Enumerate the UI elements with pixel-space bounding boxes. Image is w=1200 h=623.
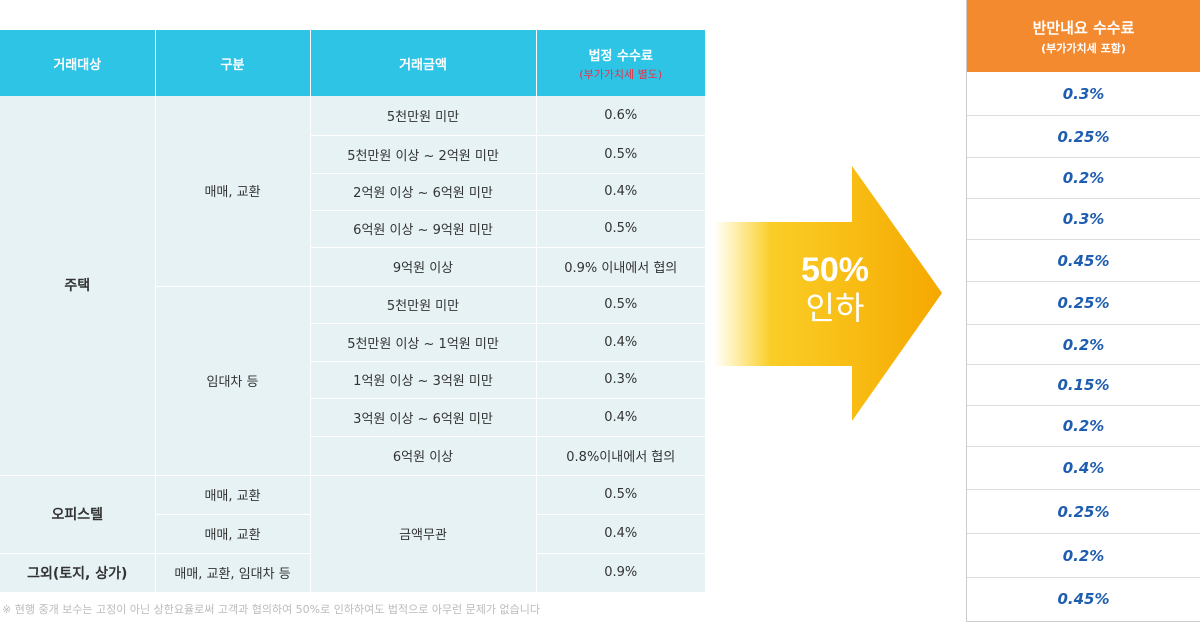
amount-cell: 6억원 이상 xyxy=(310,436,537,476)
half-fee-value: 0.25% xyxy=(967,490,1200,534)
table-row: 3억원 이상 ~ 6억원 미만 0.4% xyxy=(0,398,705,437)
amount-cell: 1억원 이상 ~ 3억원 미만 xyxy=(310,361,537,399)
half-fee-value: 0.2% xyxy=(967,325,1200,365)
category-cell: 매매, 교환 xyxy=(155,514,311,554)
fee-cell: 0.5% xyxy=(536,286,705,324)
group-officetel: 오피스텔 xyxy=(0,475,156,554)
header-amount: 거래금액 xyxy=(310,30,537,96)
amount-cell: 9억원 이상 xyxy=(310,247,537,287)
amount-cell: 2억원 이상 ~ 6억원 미만 xyxy=(310,173,537,211)
amount-cell: 3억원 이상 ~ 6억원 미만 xyxy=(310,398,537,437)
table-row: 오피스텔 매매, 교환 금액무관 0.5% xyxy=(0,475,705,593)
half-fee-value: 0.3% xyxy=(967,72,1200,116)
group-house: 주택 xyxy=(0,96,156,476)
half-fee-subtitle: (부가가치세 포함) xyxy=(1041,41,1126,55)
discount-arrow: 50% 인하 xyxy=(714,166,942,421)
fee-cell: 0.4% xyxy=(536,514,705,554)
half-fee-value: 0.25% xyxy=(967,116,1200,158)
fee-cell: 0.5% xyxy=(536,475,705,515)
half-fee-value: 0.45% xyxy=(1057,590,1110,608)
amount-any-cell: 금액무관 xyxy=(310,475,537,593)
amount-cell: 5천만원 미만 xyxy=(310,96,537,136)
fee-cell: 0.4% xyxy=(536,173,705,211)
arrow-icon xyxy=(714,166,942,421)
half-fee-value: 0.45% xyxy=(967,240,1200,282)
fee-cell: 0.6% xyxy=(536,96,705,136)
half-fee-value: 0.25% xyxy=(967,282,1200,325)
fee-cell: 0.4% xyxy=(536,323,705,362)
header-category: 구분 xyxy=(155,30,311,96)
arrow-word: 인하 xyxy=(805,290,865,326)
amount-cell: 5천만원 이상 ~ 2억원 미만 xyxy=(310,135,537,174)
table-header-row: 거래대상 구분 거래금액 법정 수수료 (부가가치세 별도) xyxy=(0,30,705,96)
category-sale-exchange: 매매, 교환 xyxy=(155,96,311,287)
arrow-percent: 50% xyxy=(800,251,870,289)
table-row: 5천만원 이상 ~ 1억원 미만 0.4% xyxy=(0,323,705,362)
half-fee-title: 반만내요 수수료 xyxy=(1032,18,1135,37)
table-row: 매매, 교환 0.4% xyxy=(0,514,705,554)
amount-cell: 5천만원 이상 ~ 1억원 미만 xyxy=(310,323,537,362)
half-fee-panel: 반만내요 수수료 (부가가치세 포함) 0.3% 0.25% 0.2% 0.3%… xyxy=(966,0,1200,622)
header-target: 거래대상 xyxy=(0,30,156,96)
table-row: 1억원 이상 ~ 3억원 미만 0.3% xyxy=(0,361,705,399)
half-fee-value: 0.4% xyxy=(967,447,1200,490)
fee-cell: 0.8%이내에서 협의 xyxy=(536,436,705,476)
table-row: 그외(토지, 상가) 매매, 교환, 임대차 등 0.9% xyxy=(0,553,705,593)
half-fee-header: 반만내요 수수료 (부가가치세 포함) xyxy=(967,0,1200,72)
table-row: 6억원 이상 0.8%이내에서 협의 xyxy=(0,436,705,476)
half-fee-value: 0.2% xyxy=(967,406,1200,447)
amount-cell: 6억원 이상 ~ 9억원 미만 xyxy=(310,210,537,248)
header-fee: 법정 수수료 (부가가치세 별도) xyxy=(536,30,705,96)
half-fee-value: 0.2% xyxy=(967,158,1200,199)
half-fee-value: 0.3% xyxy=(967,199,1200,240)
table-row: 5천만원 이상 ~ 2억원 미만 0.5% xyxy=(0,135,705,174)
fee-cell: 0.9% xyxy=(536,553,705,593)
header-fee-label: 법정 수수료 xyxy=(588,48,653,64)
header-fee-note: (부가가치세 별도) xyxy=(579,67,663,81)
legal-fee-table: 거래대상 구분 거래금액 법정 수수료 (부가가치세 별도) 주택 매매, 교환… xyxy=(0,30,705,593)
group-other: 그외(토지, 상가) xyxy=(0,553,156,593)
table-row: 임대차 등 5천만원 미만 0.5% xyxy=(0,286,705,476)
category-lease: 임대차 등 xyxy=(155,286,311,476)
arrow-label: 50% 인하 xyxy=(714,250,942,326)
fee-cell: 0.3% xyxy=(536,361,705,399)
half-fee-value: 0.2% xyxy=(967,534,1200,578)
fee-cell: 0.5% xyxy=(536,135,705,174)
amount-cell: 5천만원 미만 xyxy=(310,286,537,324)
table-row: 2억원 이상 ~ 6억원 미만 0.4% xyxy=(0,173,705,211)
half-fee-value: 0.15% xyxy=(967,365,1200,406)
category-cell: 매매, 교환 xyxy=(155,475,311,515)
fee-cell: 0.4% xyxy=(536,398,705,437)
table-row: 9억원 이상 0.9% 이내에서 협의 xyxy=(0,247,705,287)
fee-cell: 0.9% 이내에서 협의 xyxy=(536,247,705,287)
footnote: ※ 현행 중개 보수는 고정이 아닌 상한요율로써 고객과 협의하여 50%로 … xyxy=(2,603,541,616)
table-row: 6억원 이상 ~ 9억원 미만 0.5% xyxy=(0,210,705,248)
category-cell: 매매, 교환, 임대차 등 xyxy=(155,553,311,593)
fee-cell: 0.5% xyxy=(536,210,705,248)
table-row: 주택 매매, 교환 5천만원 미만 0.6% xyxy=(0,96,705,476)
